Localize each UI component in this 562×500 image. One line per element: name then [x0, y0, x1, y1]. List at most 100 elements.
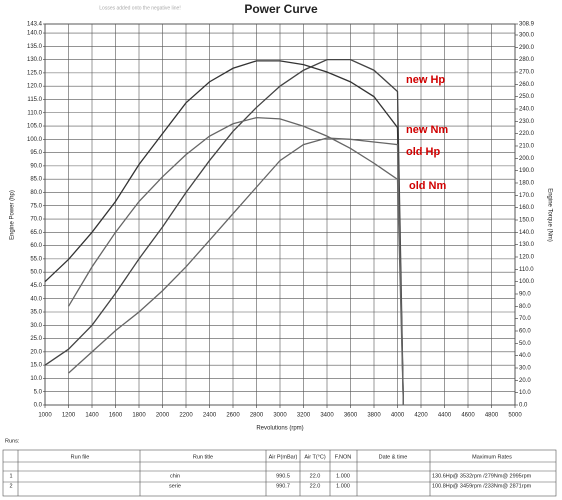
y2-tick-label: 280.0	[519, 57, 535, 63]
y-tick-label: 65.0	[30, 230, 42, 236]
y-tick-label: 110.0	[27, 110, 42, 116]
table-caption: Runs:	[5, 438, 20, 444]
y2-tick-label: 70.0	[519, 316, 531, 322]
table-header: Run file	[71, 454, 90, 460]
y-tick-label: 95.0	[30, 150, 42, 156]
table-cell: 100.8Hp@ 3459rpm /233Nm@ 2871rpm	[432, 483, 532, 489]
y2-tick-label: 300.0	[519, 33, 535, 39]
chart-title: Power Curve	[244, 2, 318, 16]
table-cell: 2	[9, 483, 12, 489]
y-tick-label: 125.0	[27, 70, 43, 76]
x-tick-label: 3000	[273, 413, 287, 419]
chart-subtitle: Losses added onto the negative line!	[99, 5, 180, 11]
y2-tick-label: 10.0	[519, 390, 531, 396]
y2-tick-label: 30.0	[519, 366, 531, 372]
y-tick-label: 130.0	[27, 57, 43, 63]
y2-tick-label: 60.0	[519, 329, 531, 335]
x-tick-label: 5000	[508, 413, 522, 419]
y2-tick-label: 150.0	[519, 218, 535, 224]
y2-tick-label: 270.0	[519, 70, 535, 76]
y2-tick-label: 160.0	[519, 205, 535, 211]
y2-tick-label: 200.0	[519, 156, 535, 162]
series-line	[44, 60, 405, 406]
series-label: old Nm	[409, 180, 446, 192]
y-tick-label: 140.0	[27, 31, 43, 37]
x-tick-label: 4400	[438, 413, 452, 419]
y2-tick-label: 260.0	[519, 82, 535, 88]
table-header: Run title	[193, 454, 213, 460]
y-tick-label: 0.0	[34, 403, 43, 409]
y-tick-label: 20.0	[30, 349, 42, 355]
y-tick-label: 75.0	[30, 203, 42, 209]
y2-tick-label: 220.0	[519, 131, 535, 137]
x-tick-label: 4600	[461, 413, 475, 419]
y2-tick-label: 20.0	[519, 378, 531, 384]
table-cell: 990.5	[276, 473, 290, 479]
table-header: F.NON	[335, 454, 352, 460]
table-frame	[2, 449, 557, 497]
y2-tick-label: 120.0	[519, 255, 535, 261]
x-tick-label: 2000	[156, 413, 170, 419]
y2-tick-label: 250.0	[519, 94, 535, 100]
y2-tick-label: 140.0	[519, 230, 535, 236]
x-tick-label: 2200	[179, 413, 193, 419]
series-line	[67, 116, 405, 406]
table-cell: 22.0	[310, 483, 321, 489]
y-tick-label: 120.0	[27, 84, 43, 90]
series-label: new Hp	[406, 74, 445, 86]
table-header: Date & time	[379, 454, 408, 460]
y2-tick-label: 80.0	[519, 304, 531, 310]
y2-tick-label: 230.0	[519, 119, 535, 125]
y-tick-label: 5.0	[34, 389, 43, 395]
table-header: Maximum Rates	[472, 454, 512, 460]
table-cell: chin	[170, 473, 180, 479]
y-tick-label: 80.0	[30, 190, 42, 196]
table-columns	[17, 450, 431, 496]
y-tick-label: 10.0	[30, 376, 42, 382]
y-tick-label: 143.4	[27, 22, 43, 28]
y-tick-label: 50.0	[30, 270, 42, 276]
y-tick-label: 60.0	[30, 243, 42, 249]
x-tick-label: 3400	[320, 413, 334, 419]
y2-tick-label: 308.9	[519, 22, 535, 28]
y2-tick-label: 40.0	[519, 353, 531, 359]
x-tick-label: 4000	[391, 413, 405, 419]
x-tick-label: 1800	[132, 413, 146, 419]
y-axis-label: Engine Power (hp)	[10, 190, 16, 240]
table-header: Air T(°C)	[304, 454, 326, 460]
series-label: new Nm	[406, 124, 448, 136]
y2-axis-label: Engine Torque (Nm)	[546, 188, 552, 242]
y2-tick-label: 50.0	[519, 341, 531, 347]
y-tick-label: 115.0	[27, 97, 42, 103]
x-tick-label: 4200	[414, 413, 428, 419]
table-cell: 1.000	[336, 483, 350, 489]
x-axis-label: Revolutions (rpm)	[256, 426, 303, 432]
y2-tick-label: 100.0	[519, 279, 535, 285]
table-cell: 990.7	[276, 483, 290, 489]
x-tick-label: 1400	[85, 413, 99, 419]
x-tick-label: 2800	[250, 413, 264, 419]
x-tick-label: 1000	[38, 413, 52, 419]
y-tick-label: 90.0	[30, 163, 42, 169]
x-tick-label: 4800	[485, 413, 499, 419]
y2-tick-label: 180.0	[519, 181, 535, 187]
table-cell: serie	[169, 483, 181, 489]
y-tick-label: 85.0	[30, 177, 42, 183]
x-tick-label: 1600	[109, 413, 123, 419]
y2-tick-label: 90.0	[519, 292, 531, 298]
y2-tick-label: 110.0	[519, 267, 534, 273]
y-tick-label: 25.0	[30, 336, 42, 342]
y2-tick-label: 240.0	[519, 107, 535, 113]
x-tick-label: 3200	[297, 413, 311, 419]
y-tick-label: 30.0	[30, 323, 42, 329]
y-tick-label: 45.0	[30, 283, 42, 289]
y-tick-label: 55.0	[30, 256, 42, 262]
x-tick-label: 2400	[203, 413, 217, 419]
y-tick-label: 100.0	[27, 137, 43, 143]
table-header: Air P(mBar)	[269, 454, 298, 460]
series-label: old Hp	[406, 146, 440, 158]
series-line	[44, 58, 405, 406]
y-tick-label: 15.0	[30, 363, 42, 369]
y-tick-label: 135.0	[27, 44, 43, 50]
